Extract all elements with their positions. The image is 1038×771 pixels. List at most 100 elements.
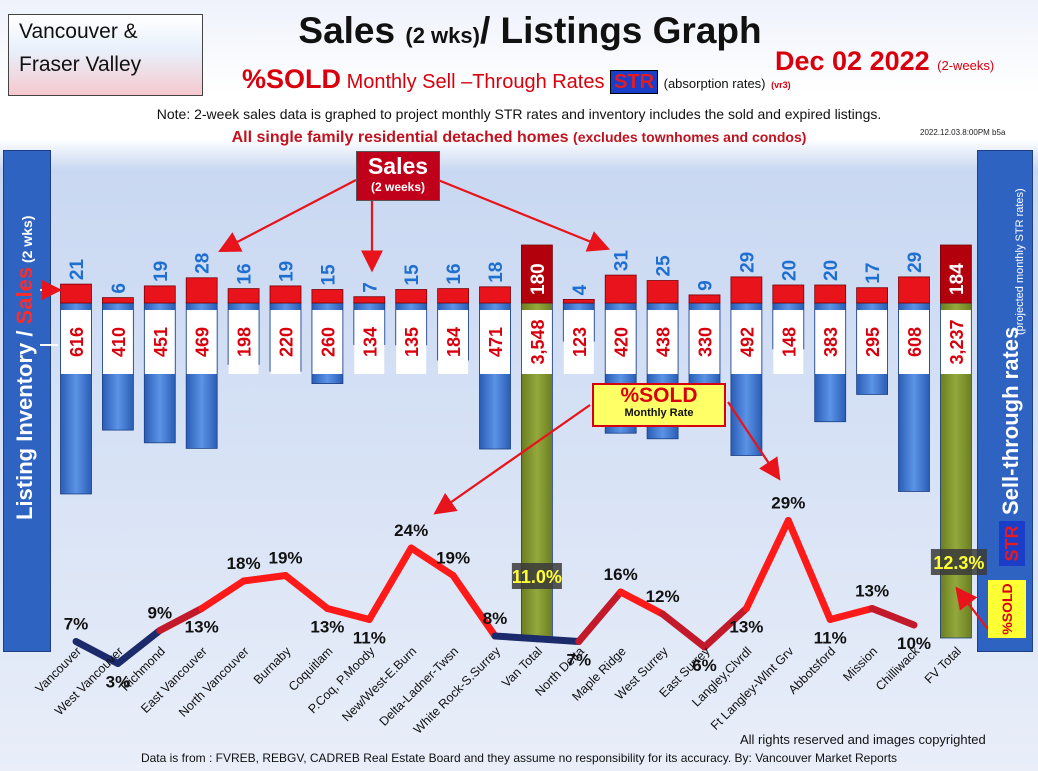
- sold-value-label: 12%: [646, 587, 680, 606]
- inventory-label-bg: [61, 310, 91, 374]
- source-text: Data is from : FVREB, REBGV, CADREB Real…: [140, 751, 898, 765]
- inventory-label-bg: [186, 310, 217, 374]
- callout-arrow: [437, 178, 611, 252]
- sales-value-label: 18: [486, 262, 507, 283]
- sold-value-label: 10%: [897, 634, 931, 653]
- callout-arrow: [218, 179, 357, 253]
- inventory-label-bg: [270, 310, 301, 374]
- sales-value-label: 28: [193, 253, 214, 274]
- inventory-value-label: 134: [360, 327, 380, 357]
- inventory-label-bg: [647, 310, 678, 374]
- sold-labels: 7% 3% 9% 13% 18% 19% 13% 11% 24% 19% 8% 11.0% 7% 16% 1…: [64, 494, 987, 692]
- inventory-label-bg: [899, 310, 929, 374]
- sold-line-segment: [282, 572, 331, 612]
- sold-total-bg: [511, 563, 562, 589]
- inventory-label-bg: [144, 310, 175, 374]
- sold-value-label: 19%: [436, 549, 470, 568]
- inventory-value-label: 3,548: [528, 319, 548, 364]
- sold-total-label: 11.0%: [512, 567, 562, 587]
- inventory-label-bg: [689, 310, 720, 374]
- inventory-value-label: 469: [193, 327, 213, 357]
- sales-value-label: 20: [779, 260, 800, 281]
- category-label: Ft Langley-Wlnt Grv: [708, 644, 797, 733]
- inventory-value-label: 184: [444, 327, 464, 357]
- category-label: New/West-E.Burn: [339, 644, 419, 724]
- region-line-1: Vancouver &: [19, 20, 138, 43]
- inventory-label-bg: [438, 310, 469, 374]
- sales-bar: [479, 286, 511, 304]
- region-box: Vancouver & Fraser Valley: [8, 14, 203, 96]
- sales-value-label: 16: [235, 263, 256, 284]
- sold-value-label: 11%: [814, 629, 847, 648]
- inventory-value-label: 295: [863, 327, 883, 357]
- sold-total-bg: [930, 549, 987, 575]
- callout-arrow: [433, 404, 591, 515]
- inventory-value-label: 383: [821, 327, 841, 357]
- sales-bar: [856, 287, 888, 304]
- subtitle-rates: Monthly Sell –Through Rates: [346, 71, 605, 93]
- sold-line-segment: [198, 577, 248, 612]
- sold-total-label: 12.3%: [933, 553, 984, 573]
- sales-value-label: 20: [821, 260, 842, 281]
- sold-callout-title: %SOLD: [620, 384, 698, 407]
- sales-bar: [898, 276, 930, 304]
- sales-bar: [185, 277, 218, 304]
- sold-value-label: 16%: [604, 565, 638, 584]
- sales-bar: [437, 288, 470, 304]
- sold-line-segment: [826, 605, 876, 623]
- sold-line-segment: [742, 517, 792, 612]
- sold-line: [72, 517, 918, 667]
- inventory-labels: 616 410 451 469 198 220 260 134 135 184 471 3,548 12…: [61, 310, 971, 374]
- title-main: Sales: [298, 10, 396, 51]
- sales-bar: [772, 284, 805, 304]
- inventory-value-label: 260: [318, 327, 338, 357]
- sold-callout: %SOLD Monthly Rate: [592, 383, 726, 427]
- date-text: Dec 02 2022: [775, 46, 930, 76]
- sold-line-segment: [407, 544, 457, 579]
- inventory-label-bg: [605, 310, 636, 374]
- sales-callout: Sales (2 weeks): [356, 151, 440, 201]
- sales-value-label: 15: [318, 264, 339, 286]
- sold-value-label: 18%: [227, 554, 261, 573]
- sales-bar: [102, 297, 134, 304]
- sales-bar: [521, 244, 553, 304]
- sales-bar: [814, 284, 847, 304]
- date-note: (2-weeks): [937, 58, 995, 73]
- inventory-value-label: 420: [612, 327, 632, 357]
- sales-value-label: 16: [444, 263, 465, 284]
- inventory-value-label: 198: [235, 327, 255, 357]
- subtitle-abs: (absorption rates): [663, 76, 766, 91]
- sold-callout-sub: Monthly Rate: [624, 407, 694, 419]
- sold-line-segment: [659, 610, 708, 651]
- inventory-value-label: 123: [570, 327, 590, 357]
- inventory-label-bg: [521, 310, 552, 374]
- inventory-value-label: 608: [905, 327, 925, 357]
- sold-value-label: 24%: [394, 521, 428, 540]
- sold-line-segment: [365, 544, 415, 623]
- inventory-value-label: 410: [109, 327, 129, 357]
- sales-value-label: 29: [737, 252, 758, 273]
- sold-value-label: 3%: [106, 673, 131, 692]
- sales-bars: [60, 244, 972, 304]
- sales-value-label: 19: [277, 261, 298, 282]
- sold-line-segment: [575, 588, 625, 645]
- sold-line-segment: [449, 572, 499, 640]
- homes-text: All single family residential detached h…: [0, 129, 1038, 147]
- subtitle: %SOLD Monthly Sell –Through Rates STR (a…: [242, 64, 791, 95]
- inventory-value-label: 492: [737, 327, 757, 357]
- category-label: Mission: [840, 644, 880, 684]
- timestamp: 2022.12.03.8:00PM b5a: [920, 128, 1006, 137]
- sales-value-label: 21: [67, 259, 88, 281]
- sold-value-label: 13%: [310, 618, 344, 637]
- report-date: Dec 02 2022 (2-weeks): [775, 46, 994, 77]
- sold-value-label: 13%: [855, 582, 889, 601]
- inventory-value-label: 616: [67, 327, 87, 357]
- sold-line-segment: [323, 605, 373, 623]
- sold-value-label: 19%: [268, 549, 302, 568]
- sold-value-label: 29%: [771, 494, 805, 513]
- inventory-label-bg: [773, 310, 804, 374]
- inventory-value-label: 135: [402, 327, 422, 357]
- sales-bar: [353, 296, 386, 304]
- sales-bar: [395, 289, 428, 304]
- sold-line-segment: [784, 517, 834, 623]
